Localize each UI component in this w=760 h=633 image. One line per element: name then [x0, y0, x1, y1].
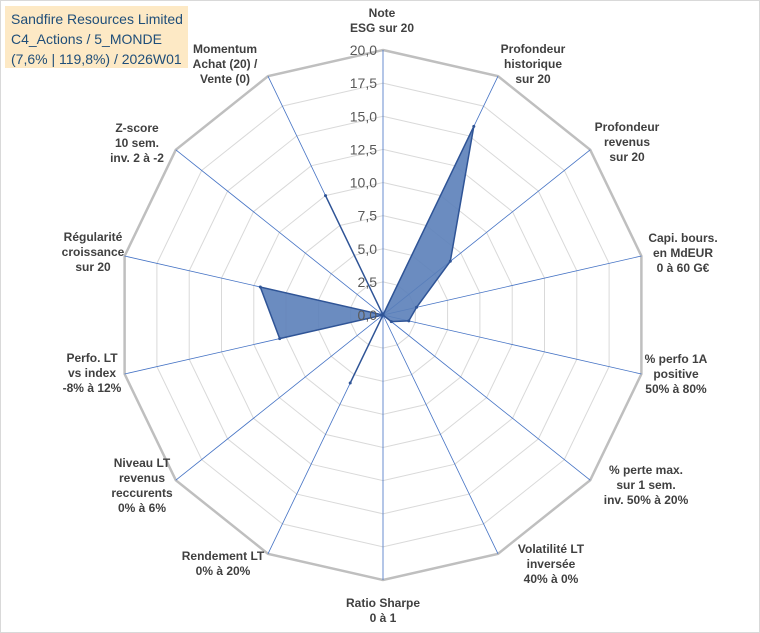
spoke-line: [175, 314, 384, 481]
axis-label: Profondeur: [501, 42, 566, 56]
axis-label: -8% à 12%: [63, 381, 122, 395]
data-point: [448, 259, 452, 263]
axis-label: Achat (20) /: [193, 57, 258, 71]
axis-label: 40% à 0%: [524, 572, 579, 586]
axis-label: reccurents: [111, 486, 173, 500]
axis-label: sur 20: [609, 150, 645, 164]
tick-label: 5,0: [358, 241, 378, 257]
series-area: [259, 126, 475, 384]
axis-label: en MdEUR: [653, 246, 713, 260]
spoke-line: [382, 314, 499, 554]
axis-label: Momentum: [193, 42, 257, 56]
data-point: [324, 194, 327, 198]
axis-label: Vente (0): [200, 72, 250, 86]
title-company: Sandfire Resources Limited: [11, 11, 183, 27]
axis-label: ESG sur 20: [350, 21, 414, 35]
axis-label: 0% à 20%: [196, 564, 251, 578]
axis-label: % perfo 1A: [645, 352, 708, 366]
axis-label: 0 à 60 G€: [657, 261, 710, 275]
tick-label: 12,5: [350, 141, 377, 157]
axis-label: 0 à 1: [370, 611, 397, 625]
tick-label: 0,0: [358, 307, 378, 323]
axis-label: 0% à 6%: [118, 501, 166, 515]
axis-label: % perte max.: [609, 463, 683, 477]
data-point: [348, 381, 352, 385]
axis-label: revenus: [604, 135, 650, 149]
data-point: [415, 305, 419, 309]
axis-label: inversée: [527, 557, 576, 571]
spoke-line: [382, 314, 642, 375]
axis-label: Ratio Sharpe: [346, 596, 420, 610]
spoke-line: [175, 149, 384, 316]
axis-label: croissance: [62, 245, 125, 259]
axis-label: sur 20: [515, 72, 551, 86]
tick-label: 2,5: [358, 274, 378, 290]
tick-label: 20,0: [350, 42, 377, 58]
title-box: Sandfire Resources Limited C4_Actions / …: [5, 6, 188, 68]
axis-label: Perfo. LT: [66, 351, 118, 365]
title-stats: (7,6% | 119,8%) / 2026W01: [11, 51, 182, 67]
axis-label: Niveau LT: [114, 456, 171, 470]
tick-label: 15,0: [350, 108, 377, 124]
axis-label: Volatilité LT: [518, 542, 585, 556]
title-category: C4_Actions / 5_MONDE: [11, 31, 162, 47]
axis-label: inv. 50% à 20%: [604, 493, 689, 507]
axis-label: Z-score: [115, 121, 159, 135]
axis-label: revenus: [119, 471, 165, 485]
axis-label: Capi. bours.: [648, 231, 717, 245]
data-point: [389, 320, 393, 324]
axis-label: historique: [504, 57, 562, 71]
axis-label: sur 1 sem.: [616, 478, 675, 492]
axis-label: Profondeur: [595, 120, 660, 134]
axis-label: vs index: [68, 366, 116, 380]
data-point: [381, 313, 385, 317]
data-point: [472, 124, 476, 128]
axis-label: sur 20: [75, 260, 111, 274]
data-point: [278, 337, 282, 341]
spoke-line: [382, 255, 642, 316]
axis-label: 50% à 80%: [645, 382, 707, 396]
spoke-line: [382, 314, 591, 481]
axis-label: inv. 2 à -2: [110, 151, 164, 165]
tick-label: 10,0: [350, 175, 377, 191]
data-point: [407, 319, 411, 323]
axis-label: positive: [653, 367, 699, 381]
data-point: [258, 285, 262, 289]
axis-label: Rendement LT: [182, 549, 265, 563]
axis-label: Régularité: [64, 230, 123, 244]
axis-label: Note: [369, 6, 396, 20]
tick-label: 17,5: [350, 75, 377, 91]
axis-label: 10 sem.: [115, 136, 159, 150]
tick-label: 7,5: [358, 208, 378, 224]
